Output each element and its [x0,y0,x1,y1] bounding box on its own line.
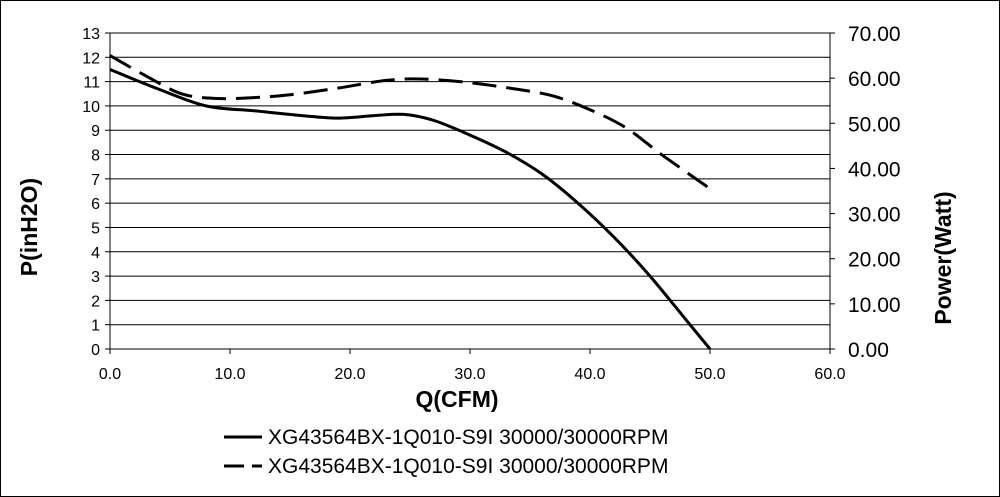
x-tick-label-6: 60.0 [814,366,845,383]
right-axis-tick-labels: 0.00 10.00 20.00 30.00 40.00 50.00 60.00 70.00 [830,23,901,362]
legend-label-2: XG43564BX-1Q010-S9I 30000/30000RPM [268,455,668,478]
y-tick-label-7: 7 [91,172,100,189]
power-curve-line [109,54,711,190]
y-tick-label-1: 1 [91,318,100,335]
y-tick-label-0: 0 [91,342,100,359]
legend: XG43564BX-1Q010-S9I 30000/30000RPM XG435… [224,426,668,478]
y-tick-label-12: 12 [82,50,100,67]
pressure-curve-line [109,68,712,350]
gridlines [110,32,830,350]
y-tick-label-10: 10 [82,99,100,116]
y2-tick-label-0: 0.00 [848,339,889,362]
y2-tick-label-2: 20.00 [848,249,901,272]
y2-tick-label-4: 40.00 [848,158,901,181]
y-tick-label-5: 5 [91,220,100,237]
y2-axis-title: Power(Watt) [930,191,956,324]
y2-tick-label-5: 50.00 [848,113,901,136]
x-axis-title: Q(CFM) [415,386,498,412]
y-tick-label-11: 11 [83,75,100,92]
legend-label-1: XG43564BX-1Q010-S9I 30000/30000RPM [268,426,668,449]
series-lines [109,54,712,350]
x-tick-label-2: 20.0 [334,366,365,383]
y2-tick-label-1: 10.00 [848,294,901,317]
x-tick-label-1: 10.0 [214,366,245,383]
x-tick-label-4: 40.0 [574,366,605,383]
y2-tick-label-7: 70.00 [848,23,901,46]
x-tick-label-3: 30.0 [454,366,485,383]
y-tick-label-4: 4 [91,245,100,262]
y-tick-label-9: 9 [91,123,100,140]
y-tick-label-2: 2 [91,293,100,310]
y-tick-label-13: 13 [82,26,100,43]
y2-tick-label-3: 30.00 [848,204,901,227]
y-tick-label-3: 3 [91,269,100,286]
x-tick-label-5: 50.0 [694,366,725,383]
x-tick-label-0: 0.0 [99,366,121,383]
y-tick-label-8: 8 [91,148,100,165]
y-axis-title: P(inH2O) [16,178,42,276]
axes [109,32,831,350]
y2-tick-label-6: 60.00 [848,68,901,91]
y-tick-label-6: 6 [91,196,100,213]
x-axis-tick-labels: 0.0 10.0 20.0 30.0 40.0 50.0 60.0 [99,349,846,383]
